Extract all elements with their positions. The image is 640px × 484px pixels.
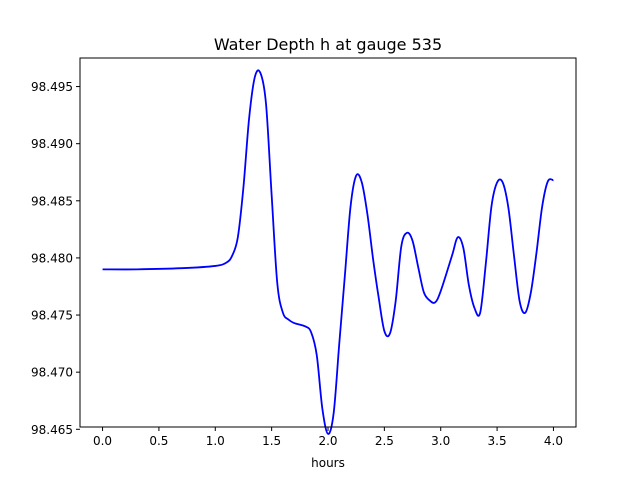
y-tick-label: 98.470 [31, 366, 73, 380]
y-tick-label: 98.465 [31, 423, 73, 437]
x-tick-label: 1.0 [206, 434, 225, 448]
x-axis-label: hours [311, 456, 345, 470]
x-tick-label: 3.5 [488, 434, 507, 448]
y-tick-label: 98.485 [31, 194, 73, 208]
x-tick-label: 0.5 [149, 434, 168, 448]
y-axis-ticks: 98.465 98.470 98.475 98.480 98.485 98.490 98.4… [31, 80, 80, 437]
y-tick-label: 98.480 [31, 251, 73, 265]
x-tick-label: 0.0 [93, 434, 112, 448]
x-tick-label: 3.0 [431, 434, 450, 448]
plot-area-frame [79, 57, 577, 428]
y-tick-label: 98.495 [31, 80, 73, 94]
series-line [102, 69, 554, 435]
x-tick-label: 4.0 [544, 434, 563, 448]
x-tick-label: 1.5 [262, 434, 281, 448]
x-tick-label: 2.5 [375, 434, 394, 448]
y-tick-label: 98.490 [31, 137, 73, 151]
x-tick-label: 2.0 [318, 434, 337, 448]
chart-title: Water Depth h at gauge 535 [214, 35, 442, 54]
y-tick-label: 98.475 [31, 309, 73, 323]
x-axis-ticks: 0.0 0.5 1.0 1.5 2.0 2.5 3.0 3.5 4.0 [93, 427, 563, 448]
